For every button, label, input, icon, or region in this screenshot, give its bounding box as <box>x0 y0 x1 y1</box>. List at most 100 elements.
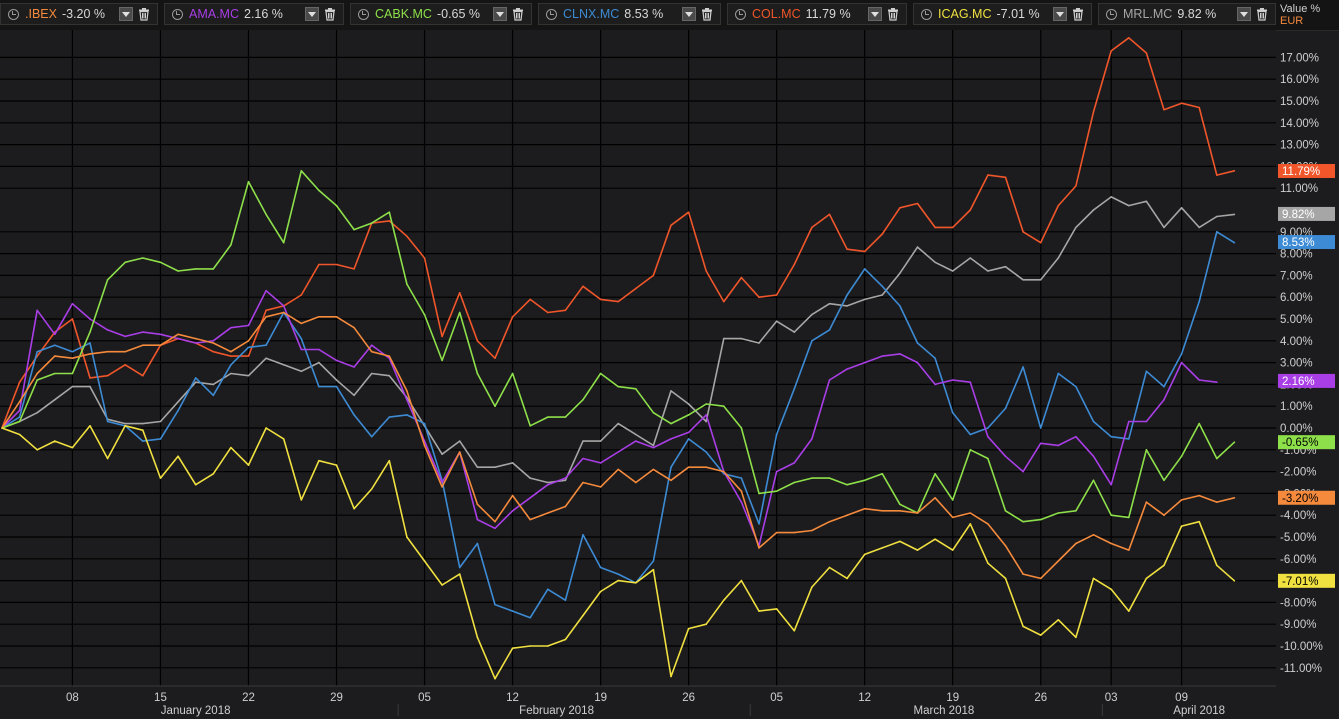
data-point <box>1198 520 1200 523</box>
end-label-text: 2.16% <box>1282 376 1315 388</box>
data-point <box>1004 455 1007 458</box>
x-tick-label: 22 <box>242 692 255 704</box>
trash-icon[interactable] <box>1071 7 1085 21</box>
data-point <box>881 294 884 296</box>
instrument-tab-amamc[interactable]: AMA.MC 2.16 % <box>164 3 344 25</box>
data-point <box>1004 407 1007 410</box>
data-point <box>388 374 391 377</box>
dropdown-icon[interactable] <box>1053 7 1067 21</box>
end-value-label: -3.20% <box>1278 490 1335 505</box>
data-point <box>1110 483 1112 486</box>
dropdown-icon[interactable] <box>493 7 507 21</box>
data-point <box>529 645 531 647</box>
data-point <box>1092 577 1095 580</box>
data-point <box>828 302 831 305</box>
data-point <box>863 268 866 270</box>
data-point <box>687 414 690 416</box>
y-tick-label: 17.00% <box>1280 52 1319 64</box>
trash-icon[interactable] <box>1255 7 1269 21</box>
data-point <box>951 411 954 414</box>
data-point <box>863 250 866 253</box>
data-point <box>300 294 303 296</box>
data-point <box>1110 588 1112 591</box>
data-point <box>1039 442 1042 445</box>
data-point <box>89 385 91 388</box>
data-point <box>934 383 936 386</box>
data-point <box>1198 106 1200 109</box>
data-point <box>599 440 602 442</box>
data-point <box>124 425 126 427</box>
y-tick-label: -2.00% <box>1280 467 1316 479</box>
trash-icon[interactable] <box>700 7 714 21</box>
instrument-tab-icagmc[interactable]: ICAG.MC -7.01 % <box>913 3 1092 25</box>
trash-icon[interactable] <box>323 7 337 21</box>
data-point <box>318 316 320 318</box>
data-point <box>247 180 250 183</box>
data-point <box>441 453 443 456</box>
data-point <box>1128 37 1130 39</box>
data-point <box>670 422 672 425</box>
data-point <box>335 385 338 388</box>
x-tick-label: 26 <box>1034 692 1047 704</box>
trash-icon[interactable] <box>511 7 525 21</box>
instrument-symbol: COL.MC <box>752 7 801 21</box>
dropdown-icon[interactable] <box>868 7 882 21</box>
data-point <box>177 409 179 412</box>
x-gridlines <box>71 30 1183 686</box>
end-value-label: -7.01% <box>1278 573 1335 588</box>
data-point <box>265 344 267 347</box>
dropdown-icon[interactable] <box>119 7 133 21</box>
data-point <box>1039 279 1042 281</box>
instrument-tab-clnxmc[interactable]: CLNX.MC 8.53 % <box>538 3 721 25</box>
data-point <box>723 300 725 303</box>
data-point <box>212 268 215 270</box>
end-value-label: -0.65% <box>1278 435 1335 450</box>
data-point <box>846 368 848 370</box>
dropdown-icon[interactable] <box>305 7 319 21</box>
data-point <box>1022 231 1024 233</box>
data-point <box>987 435 989 438</box>
data-point <box>36 449 38 451</box>
data-point <box>1145 370 1148 373</box>
trash-icon[interactable] <box>137 7 151 21</box>
trash-icon[interactable] <box>886 7 900 21</box>
data-point <box>265 357 267 360</box>
data-point <box>1216 501 1218 503</box>
data-point <box>353 228 355 231</box>
data-point <box>1180 102 1183 104</box>
x-month-label: March 2018 <box>914 705 975 717</box>
data-point <box>106 457 109 460</box>
data-point <box>899 540 901 543</box>
y-tick-label: 3.00% <box>1280 358 1313 370</box>
data-point <box>265 427 267 429</box>
data-point <box>511 462 514 464</box>
data-point <box>142 331 144 333</box>
data-point <box>1216 174 1218 176</box>
instrument-tab-cabkmc[interactable]: CABK.MC -0.65 % <box>350 3 532 25</box>
dropdown-icon[interactable] <box>682 7 696 21</box>
dropdown-icon[interactable] <box>1237 7 1251 21</box>
data-point <box>230 372 232 375</box>
data-point <box>793 481 796 484</box>
instrument-tab-ibex[interactable]: .IBEX -3.20 % <box>0 3 158 25</box>
data-point <box>811 313 813 316</box>
data-point <box>300 348 303 351</box>
clock-icon <box>358 8 369 20</box>
data-point <box>441 486 443 488</box>
end-label-text: 8.53% <box>1282 237 1315 249</box>
instrument-tab-mrlmc[interactable]: MRL.MC 9.82 % <box>1098 3 1276 25</box>
end-value-label: 11.79% <box>1278 163 1335 178</box>
data-point <box>705 451 707 453</box>
data-point <box>1145 52 1148 54</box>
data-point <box>106 420 109 423</box>
data-point <box>758 342 760 344</box>
data-point <box>758 492 760 495</box>
instrument-symbol: ICAG.MC <box>938 7 992 21</box>
data-point <box>458 573 461 575</box>
clock-icon <box>735 8 746 20</box>
data-point <box>828 329 831 331</box>
data-point <box>1128 549 1130 551</box>
data-point <box>617 468 619 471</box>
data-point <box>106 279 109 281</box>
instrument-tab-colmc[interactable]: COL.MC 11.79 % <box>727 3 907 25</box>
